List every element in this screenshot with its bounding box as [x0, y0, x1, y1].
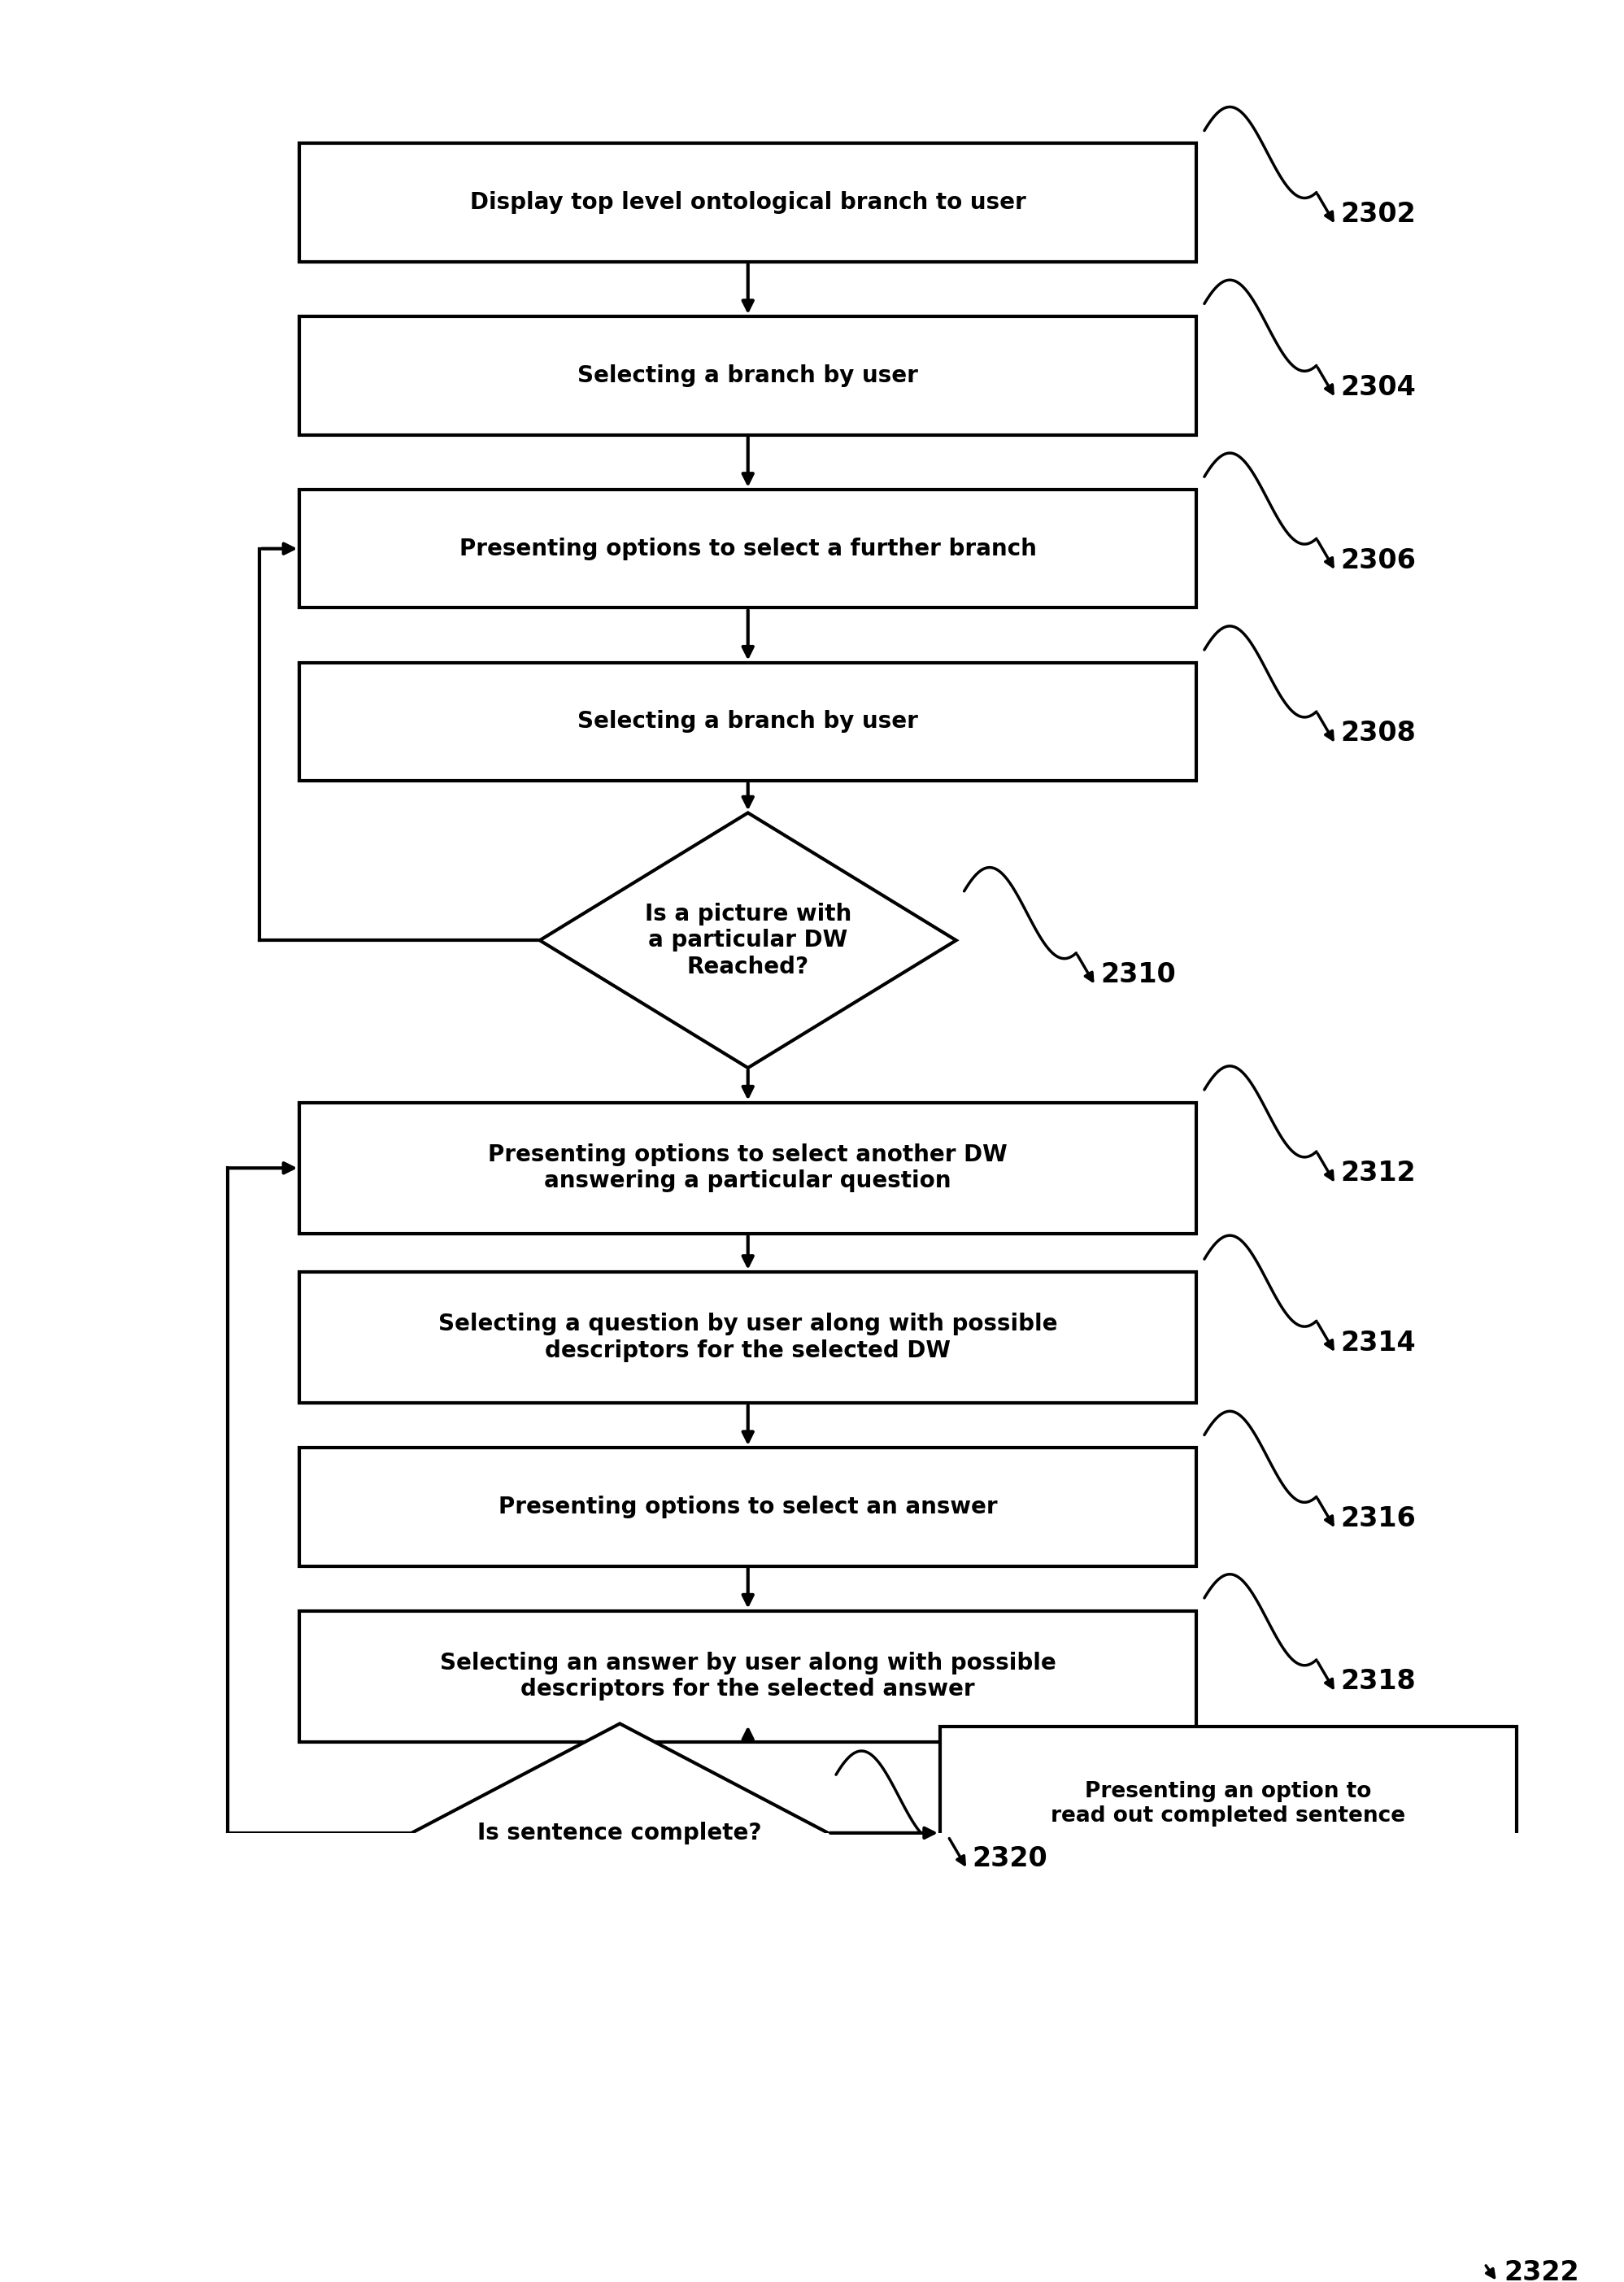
Text: Is sentence complete?: Is sentence complete? — [477, 1821, 762, 1844]
Text: Presenting options to select another DW
answering a particular question: Presenting options to select another DW … — [489, 1143, 1007, 1193]
Text: 2302: 2302 — [1340, 201, 1416, 228]
Text: Presenting options to select a further branch: Presenting options to select a further b… — [460, 536, 1036, 559]
Text: 2320: 2320 — [973, 1844, 1047, 1871]
Text: Display top level ontological branch to user: Display top level ontological branch to … — [469, 192, 1026, 215]
FancyBboxPatch shape — [299, 1611, 1197, 1741]
FancyBboxPatch shape — [940, 1727, 1517, 1880]
Text: Is a picture with
a particular DW
Reached?: Is a picture with a particular DW Reache… — [645, 904, 851, 979]
Text: 2306: 2306 — [1340, 548, 1416, 573]
Text: 2312: 2312 — [1340, 1159, 1416, 1187]
Text: Selecting a question by user along with possible
descriptors for the selected DW: Selecting a question by user along with … — [438, 1312, 1057, 1362]
Text: Presenting options to select an answer: Presenting options to select an answer — [499, 1495, 997, 1518]
Text: 2304: 2304 — [1340, 374, 1416, 402]
Text: Presenting an option to
read out completed sentence: Presenting an option to read out complet… — [1051, 1780, 1406, 1826]
FancyBboxPatch shape — [299, 1271, 1197, 1403]
FancyBboxPatch shape — [299, 662, 1197, 780]
Polygon shape — [411, 1723, 828, 1942]
Text: 2318: 2318 — [1340, 1668, 1416, 1696]
Text: Selecting an answer by user along with possible
descriptors for the selected ans: Selecting an answer by user along with p… — [440, 1652, 1056, 1700]
FancyBboxPatch shape — [299, 317, 1197, 436]
Text: 2308: 2308 — [1340, 721, 1416, 746]
Polygon shape — [539, 812, 957, 1068]
Text: 2310: 2310 — [1099, 961, 1176, 988]
FancyBboxPatch shape — [299, 1102, 1197, 1235]
FancyBboxPatch shape — [299, 488, 1197, 607]
Text: Selecting a branch by user: Selecting a branch by user — [578, 365, 918, 388]
FancyBboxPatch shape — [299, 144, 1197, 262]
Text: 2314: 2314 — [1340, 1330, 1416, 1356]
Text: 2322: 2322 — [1504, 2259, 1579, 2282]
Text: 2316: 2316 — [1340, 1506, 1416, 1531]
Text: Selecting a branch by user: Selecting a branch by user — [578, 710, 918, 733]
FancyBboxPatch shape — [299, 1447, 1197, 1565]
